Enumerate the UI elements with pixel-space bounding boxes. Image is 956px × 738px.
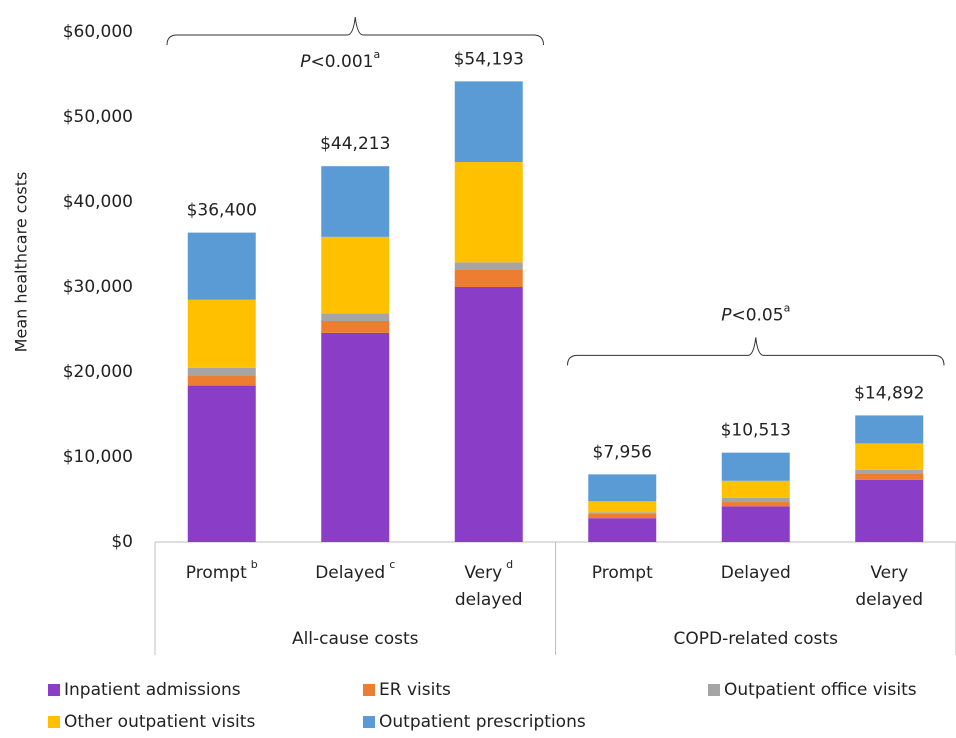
legend-swatch: [363, 684, 375, 696]
bar-segment: [855, 415, 924, 444]
bar-segment: [721, 452, 790, 481]
bar-segment: [454, 162, 523, 263]
bar-segment: [321, 236, 390, 314]
legend-label: Outpatient prescriptions: [379, 712, 586, 732]
y-tick-label: $10,000: [63, 447, 133, 467]
text-part: P: [721, 305, 732, 325]
text-part: Very: [464, 563, 502, 583]
legend-label: ER visits: [379, 680, 451, 700]
total-label: $44,213: [320, 134, 390, 154]
text-part: Delayed: [315, 563, 385, 583]
bar-segment: [321, 321, 390, 333]
x-tick-label: Prompt b: [186, 558, 258, 583]
bar-segment: [321, 166, 390, 237]
bar-segment: [187, 385, 256, 542]
y-tick-label: $40,000: [63, 192, 133, 212]
y-axis-title: Mean healthcare costs: [12, 172, 31, 353]
bar-segment: [454, 262, 523, 270]
text-part: Delayed: [721, 563, 791, 583]
brace: [567, 337, 945, 366]
bar-segment: [588, 518, 657, 542]
brace: [166, 16, 544, 46]
text-part: Prompt: [186, 563, 247, 583]
total-label: $54,193: [454, 49, 524, 69]
text-part: Prompt: [592, 563, 653, 583]
bar-segment: [721, 502, 790, 507]
group-annotation: P<0.05a: [721, 301, 790, 325]
y-tick-label: $30,000: [63, 277, 133, 297]
y-tick-label: $20,000: [63, 362, 133, 382]
x-tick-label: Delayed c: [315, 558, 395, 583]
legend-swatch: [48, 684, 60, 696]
legend-swatch: [48, 716, 60, 728]
total-label: $14,892: [854, 383, 924, 403]
text-part: a: [373, 48, 380, 61]
legend-label: Inpatient admissions: [64, 680, 241, 700]
x-tick-label: Prompt: [592, 563, 653, 583]
text-part: <0.001: [311, 52, 374, 72]
total-label: $10,513: [721, 421, 791, 441]
bar-segment: [454, 287, 523, 542]
text-part: delayed: [855, 590, 923, 610]
bar-segment: [588, 513, 657, 519]
legend-swatch: [363, 716, 375, 728]
bar-segment: [721, 497, 790, 503]
bar-segment: [721, 506, 790, 542]
bar-segment: [588, 501, 657, 513]
bar-segment: [454, 270, 523, 287]
bar-segment: [721, 480, 790, 498]
bar-segment: [187, 232, 256, 300]
legend-label: Other outpatient visits: [64, 712, 255, 732]
legend-swatch: [708, 684, 720, 696]
x-tick-label: delayed: [455, 590, 523, 610]
y-tick-label: $60,000: [63, 22, 133, 42]
text-part: <0.05: [731, 305, 783, 325]
bar-segment: [855, 443, 924, 470]
text-part: a: [784, 301, 791, 314]
bar-segment: [321, 332, 390, 542]
bar-segment: [588, 474, 657, 502]
x-tick-label: delayed: [855, 590, 923, 610]
y-tick-label: $0: [111, 532, 133, 552]
text-part: delayed: [455, 590, 523, 610]
x-tick-label: Very d: [464, 558, 513, 583]
bar-segment: [855, 469, 924, 474]
text-part: Very: [870, 563, 908, 583]
legend-label: Outpatient office visits: [724, 680, 917, 700]
text-part: b: [251, 558, 258, 571]
bar-segment: [588, 512, 657, 514]
text-part: c: [389, 558, 395, 571]
total-label: $7,956: [593, 442, 652, 462]
total-label: $36,400: [187, 201, 257, 221]
group-label: COPD-related costs: [674, 629, 839, 649]
bar-segment: [454, 81, 523, 163]
bar-segment: [855, 479, 924, 542]
text-part: d: [506, 558, 513, 571]
y-tick-label: $50,000: [63, 107, 133, 127]
bar-segment: [187, 375, 256, 386]
bar-segment: [187, 367, 256, 376]
x-tick-label: Delayed: [721, 563, 791, 583]
group-annotation: P<0.001a: [300, 48, 380, 72]
text-part: P: [300, 52, 311, 72]
bar-segment: [321, 313, 390, 321]
bar-segment: [187, 299, 256, 368]
group-label: All-cause costs: [292, 629, 419, 649]
bar-segment: [855, 474, 924, 480]
x-tick-label: Very: [870, 563, 908, 583]
